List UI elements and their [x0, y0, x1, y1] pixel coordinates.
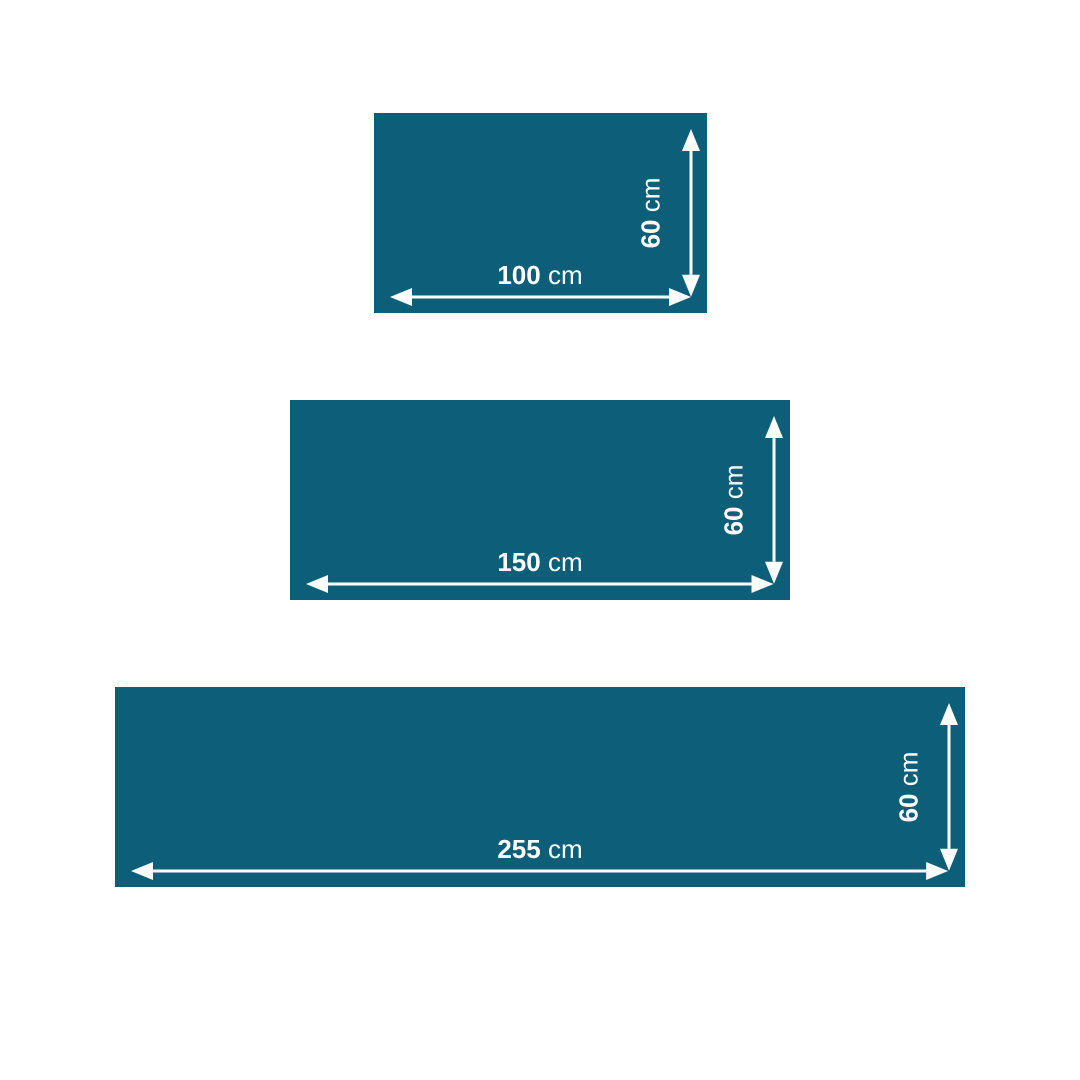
width-value: 100	[497, 260, 540, 290]
size-diagram: 100 cm60 cm150 cm60 cm255 cm60 cm	[0, 0, 1080, 1080]
height-unit: cm	[635, 177, 665, 212]
width-label: 150 cm	[497, 547, 582, 578]
height-label: 60 cm	[635, 177, 666, 248]
height-value: 60	[635, 219, 665, 248]
width-value: 150	[497, 547, 540, 577]
height-unit: cm	[893, 751, 923, 786]
height-value: 60	[718, 506, 748, 535]
height-value: 60	[893, 793, 923, 822]
height-arrow	[673, 111, 710, 315]
width-label: 100 cm	[497, 260, 582, 291]
height-arrow	[756, 398, 793, 602]
width-value: 255	[497, 834, 540, 864]
width-label: 255 cm	[497, 834, 582, 865]
height-label: 60 cm	[718, 464, 749, 535]
height-unit: cm	[718, 464, 748, 499]
width-unit: cm	[548, 547, 583, 577]
height-label: 60 cm	[893, 751, 924, 822]
height-arrow	[931, 685, 968, 889]
width-unit: cm	[548, 260, 583, 290]
width-unit: cm	[548, 834, 583, 864]
